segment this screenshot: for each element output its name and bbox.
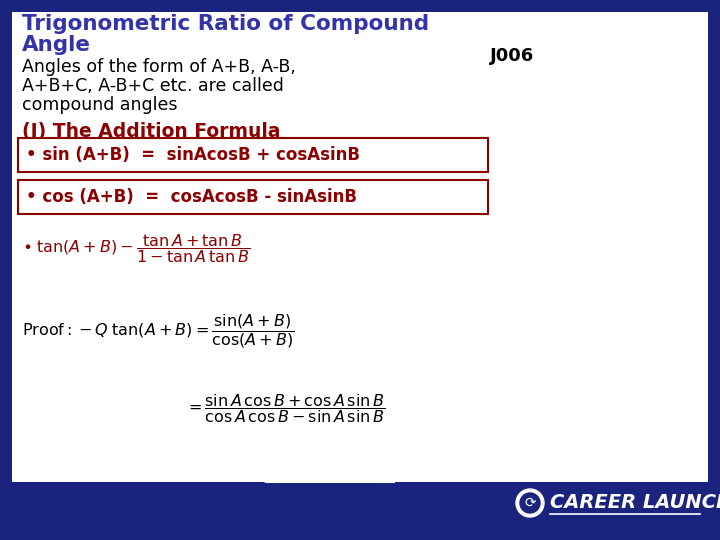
Text: Trigonometric Ratio of Compound: Trigonometric Ratio of Compound xyxy=(22,14,429,34)
Text: $=\dfrac{\mathrm{sin}\,A\,\mathrm{cos}\,B+\mathrm{cos}\,A\,\mathrm{sin}\,B}{\mat: $=\dfrac{\mathrm{sin}\,A\,\mathrm{cos}\,… xyxy=(185,392,385,425)
Text: CAREER LAUNCHER: CAREER LAUNCHER xyxy=(550,494,720,512)
Text: Angles of the form of A+B, A-B,: Angles of the form of A+B, A-B, xyxy=(22,58,296,76)
Text: Angle: Angle xyxy=(22,35,91,55)
Text: (I) The Addition Formula: (I) The Addition Formula xyxy=(22,122,281,141)
Text: $\bullet\;\mathrm{tan}(A+B)-\dfrac{\mathrm{tan}\,A+\mathrm{tan}\,B}{1-\mathrm{ta: $\bullet\;\mathrm{tan}(A+B)-\dfrac{\math… xyxy=(22,232,251,265)
Text: A+B+C, A-B+C etc. are called: A+B+C, A-B+C etc. are called xyxy=(22,77,284,95)
Text: compound angles: compound angles xyxy=(22,96,178,114)
Text: $\mathrm{Proof}:-Q\;\mathrm{tan}(A+B)=\dfrac{\mathrm{sin}(A+B)}{\mathrm{cos}(A+B: $\mathrm{Proof}:-Q\;\mathrm{tan}(A+B)=\d… xyxy=(22,312,294,350)
Bar xyxy=(18,180,488,214)
Text: • cos (A+B)  =  cosAcosB - sinAsinB: • cos (A+B) = cosAcosB - sinAsinB xyxy=(26,188,357,206)
Text: J006: J006 xyxy=(490,47,534,65)
Text: • sin (A+B)  =  sinAcosB + cosAsinB: • sin (A+B) = sinAcosB + cosAsinB xyxy=(26,146,360,164)
Circle shape xyxy=(516,489,544,517)
Bar xyxy=(18,138,488,172)
Polygon shape xyxy=(265,432,395,482)
Text: ⟳: ⟳ xyxy=(524,496,536,510)
Bar xyxy=(12,12,708,482)
Circle shape xyxy=(520,493,540,513)
